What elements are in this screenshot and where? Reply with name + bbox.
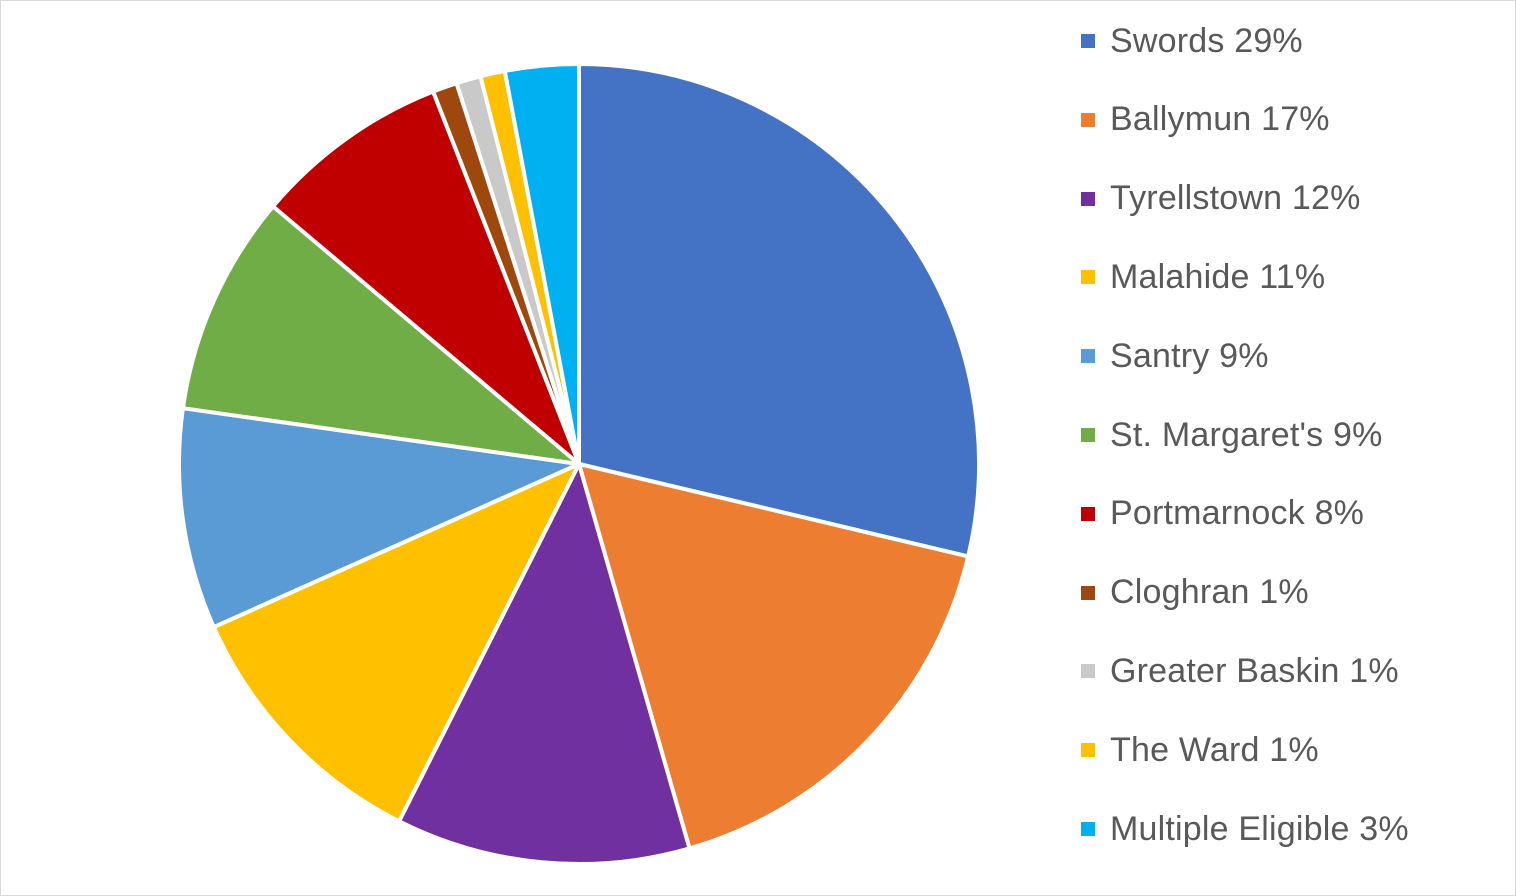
legend-swatch	[1081, 270, 1095, 285]
legend-swatch	[1081, 428, 1095, 442]
legend-label: Portmarnock 8%	[1110, 494, 1365, 533]
legend-item: Swords 29%	[1081, 19, 1303, 63]
legend-swatch	[1081, 191, 1095, 206]
pie-slice-malahide	[211, 462, 581, 824]
legend-item: Tyrellstown 12%	[1081, 177, 1361, 221]
legend-item: Malahide 11%	[1081, 255, 1325, 299]
legend-label: St. Margaret's 9%	[1110, 415, 1383, 454]
legend-swatch	[1081, 349, 1095, 364]
legend-label: Greater Baskin 1%	[1110, 651, 1399, 690]
pie-slice-santry	[177, 406, 581, 630]
legend-swatch	[1081, 112, 1095, 127]
legend-item: Portmarnock 8%	[1081, 492, 1364, 536]
legend-item: The Ward 1%	[1081, 728, 1319, 772]
legend-label: Swords 29%	[1110, 21, 1303, 60]
pie-slice-multiple-eligible	[502, 62, 581, 466]
legend-swatch	[1081, 743, 1095, 758]
legend-swatch	[1081, 34, 1095, 48]
legend-item: Ballymun 17%	[1081, 98, 1330, 142]
legend-swatch	[1081, 822, 1095, 836]
legend-label: Santry 9%	[1110, 336, 1269, 375]
legend-label: Cloghran 1%	[1110, 573, 1309, 612]
legend-item: Multiple Eligible 3%	[1081, 807, 1409, 851]
legend-swatch	[1081, 664, 1095, 679]
legend-item: Greater Baskin 1%	[1081, 649, 1399, 693]
legend-label: Ballymun 17%	[1110, 100, 1330, 139]
pie-chart	[177, 62, 981, 866]
legend-item: Santry 9%	[1081, 334, 1269, 378]
legend-swatch	[1081, 585, 1095, 600]
legend-label: Malahide 11%	[1110, 257, 1326, 296]
legend-label: Tyrellstown 12%	[1110, 179, 1361, 218]
legend-label: The Ward 1%	[1110, 730, 1319, 769]
legend-item: Cloghran 1%	[1081, 571, 1309, 615]
legend-swatch	[1081, 506, 1095, 521]
pie-slice-tyrellstown	[397, 462, 692, 866]
pie-slice-st-margaret-s	[180, 204, 581, 466]
legend-label: Multiple Eligible 3%	[1110, 809, 1409, 848]
pie-slice-portmarnock	[271, 89, 581, 466]
legend-item: St. Margaret's 9%	[1081, 413, 1383, 457]
pie-slice-ballymun	[577, 462, 971, 851]
pie-slice-swords	[577, 62, 981, 559]
